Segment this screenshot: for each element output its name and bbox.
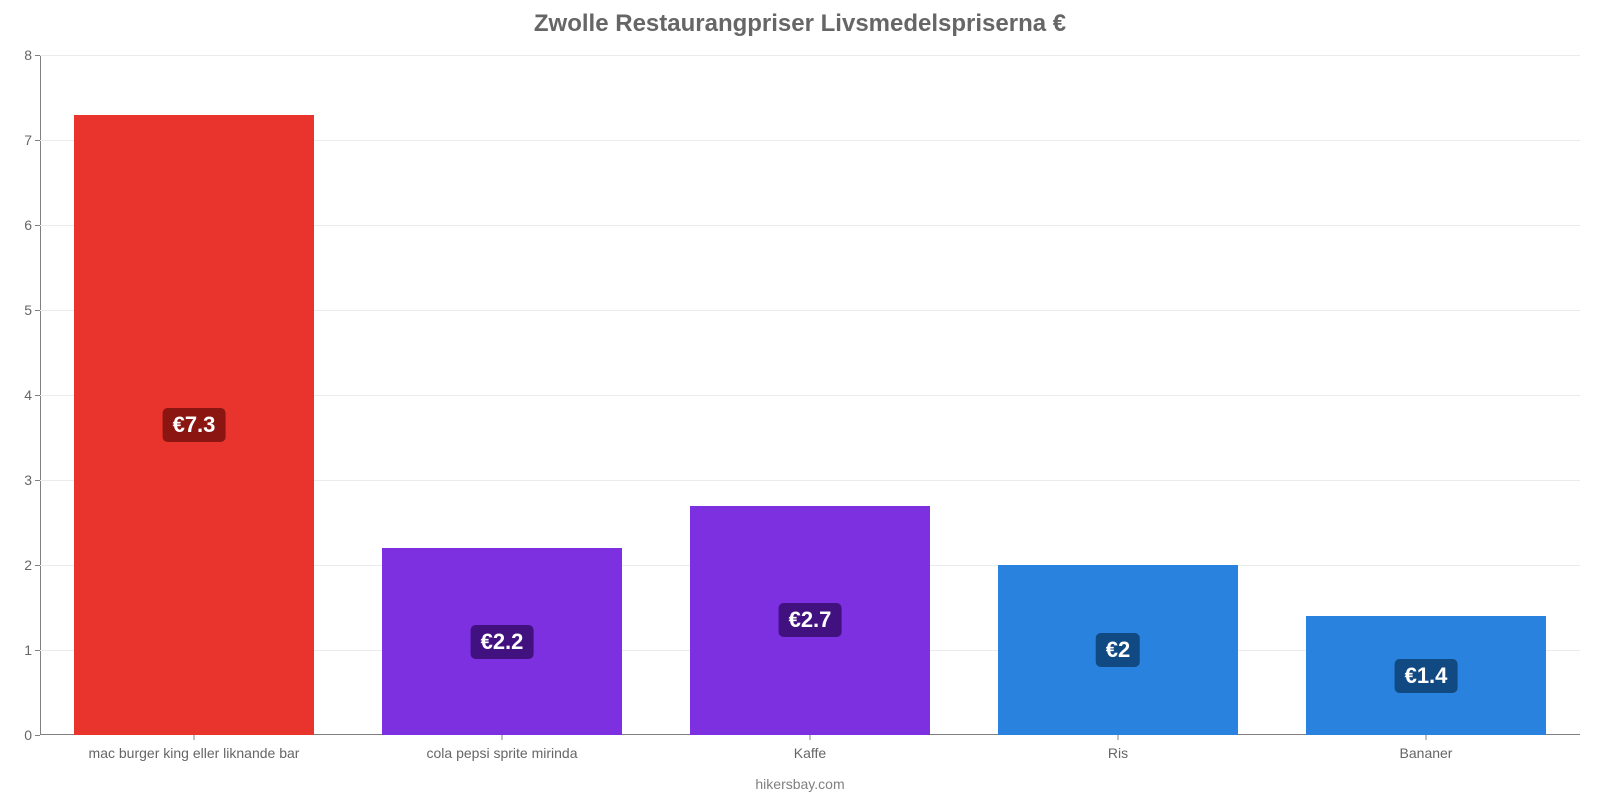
x-tick-label: Bananer <box>1400 745 1453 761</box>
x-tick-label: mac burger king eller liknande bar <box>89 745 300 761</box>
y-tick-mark <box>35 735 40 736</box>
x-tick-mark <box>502 735 503 740</box>
bar-value-label: €2 <box>1096 633 1140 667</box>
x-tick-mark <box>810 735 811 740</box>
y-tick-label: 6 <box>24 217 32 233</box>
bar-slot: €2.7Kaffe <box>656 55 964 735</box>
x-tick-mark <box>1426 735 1427 740</box>
x-tick-mark <box>194 735 195 740</box>
bar-value-label: €2.2 <box>471 625 534 659</box>
y-tick-label: 4 <box>24 387 32 403</box>
bars-group: €7.3mac burger king eller liknande bar€2… <box>40 55 1580 735</box>
x-tick-label: Ris <box>1108 745 1128 761</box>
bar-value-label: €7.3 <box>163 408 226 442</box>
bar-value-label: €2.7 <box>779 603 842 637</box>
chart-footer: hikersbay.com <box>0 776 1600 792</box>
x-tick-label: Kaffe <box>794 745 826 761</box>
chart-title: Zwolle Restaurangpriser Livsmedelspriser… <box>0 10 1600 38</box>
bar-slot: €2Ris <box>964 55 1272 735</box>
bar-slot: €2.2cola pepsi sprite mirinda <box>348 55 656 735</box>
x-tick-mark <box>1118 735 1119 740</box>
y-tick-label: 3 <box>24 472 32 488</box>
y-tick-label: 5 <box>24 302 32 318</box>
bar-slot: €7.3mac burger king eller liknande bar <box>40 55 348 735</box>
y-tick-label: 8 <box>24 47 32 63</box>
x-tick-label: cola pepsi sprite mirinda <box>427 745 578 761</box>
bar-value-label: €1.4 <box>1395 659 1458 693</box>
y-tick-label: 0 <box>24 727 32 743</box>
y-tick-label: 2 <box>24 557 32 573</box>
y-tick-label: 7 <box>24 132 32 148</box>
chart-container: Zwolle Restaurangpriser Livsmedelspriser… <box>0 0 1600 800</box>
bar-slot: €1.4Bananer <box>1272 55 1580 735</box>
chart-plot-area: 012345678€7.3mac burger king eller likna… <box>40 55 1580 735</box>
y-tick-label: 1 <box>24 642 32 658</box>
